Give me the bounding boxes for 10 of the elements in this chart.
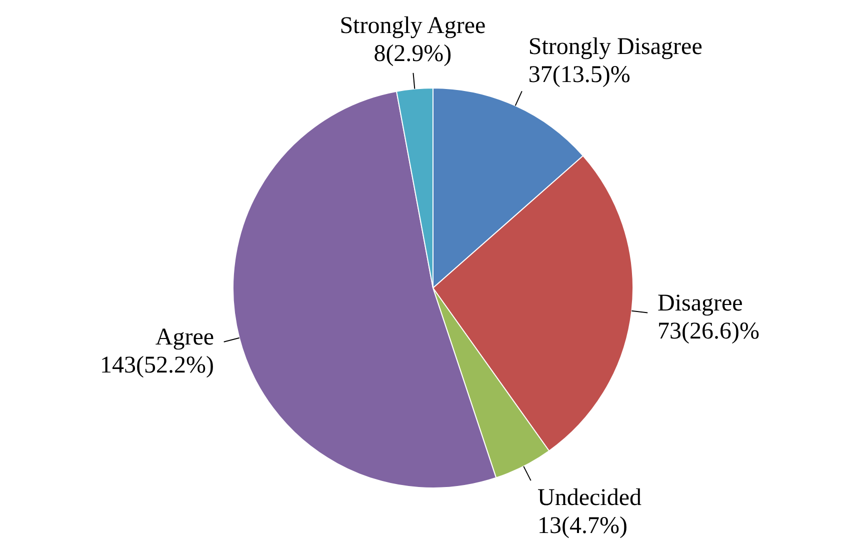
slice-label: Strongly Disagree — [528, 34, 702, 60]
slice-label: Strongly Agree — [340, 13, 486, 40]
slice-label: Undecided — [538, 484, 642, 511]
data-label: 143(52.2%) — [100, 352, 214, 378]
data-label: 13(4.7%) — [538, 512, 628, 539]
data-label: 37(13.5)% — [528, 62, 630, 88]
data-label: 73(26.6)% — [658, 318, 760, 345]
slice-label: Disagree — [658, 290, 743, 317]
data-label: 8(2.9%) — [374, 41, 452, 68]
slice-label: Agree — [155, 324, 214, 350]
